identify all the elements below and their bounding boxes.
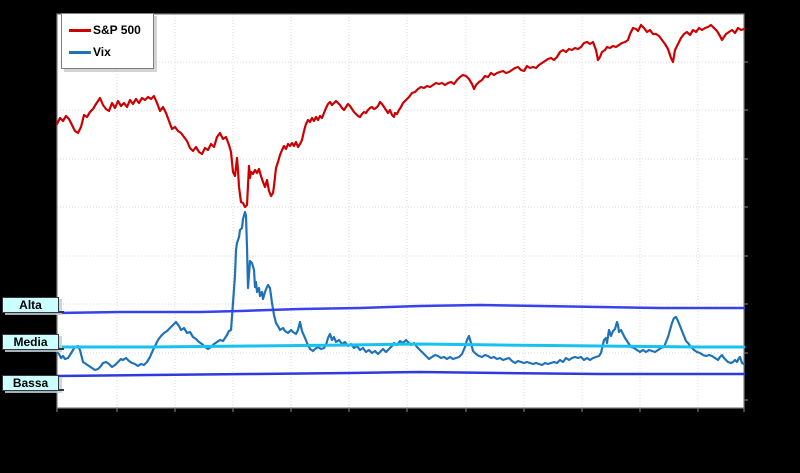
alta-connector-line xyxy=(58,311,64,313)
legend-label-vix: Vix xyxy=(93,45,111,59)
bassa-series-line xyxy=(55,370,746,378)
bassa-connector-line xyxy=(58,389,64,391)
alta-series-line xyxy=(55,303,746,315)
legend-item-vix: Vix xyxy=(69,45,146,59)
sp500-line-swatch xyxy=(69,28,91,32)
threshold-label-bassa: Bassa xyxy=(2,375,59,391)
legend-item-sp500: S&P 500 xyxy=(69,23,146,37)
threshold-label-alta: Alta xyxy=(2,297,59,313)
legend-label-sp500: S&P 500 xyxy=(93,23,141,37)
threshold-label-media: Media xyxy=(2,334,59,350)
legend: S&P 500 Vix xyxy=(61,13,154,69)
vix-line-swatch xyxy=(69,50,91,54)
sp500-series-line xyxy=(55,23,746,209)
plot-background xyxy=(57,14,744,408)
media-connector-line xyxy=(58,348,64,350)
plot-border xyxy=(56,13,745,409)
media-series-line xyxy=(55,342,746,349)
